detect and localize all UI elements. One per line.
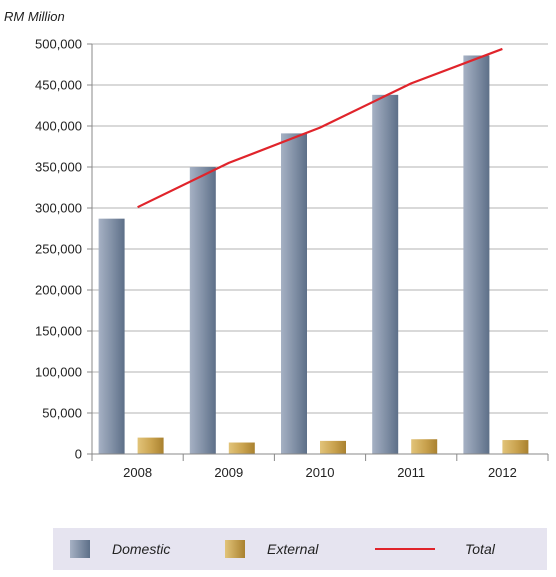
legend-swatch-domestic — [70, 540, 90, 558]
bar-domestic-2012 — [463, 55, 489, 454]
legend-swatch-external — [225, 540, 245, 558]
y-tick-labels: 0 50,000 100,000 150,000 200,000 250,000 300,0… — [35, 37, 92, 462]
bar-domestic-2011 — [372, 95, 398, 454]
legend-swatch-total — [375, 548, 435, 550]
legend: Domestic External Total — [53, 528, 547, 570]
y-tick-label-8: 400,000 — [35, 119, 82, 134]
bar-external-2010 — [320, 441, 346, 454]
y-tick-label-6: 300,000 — [35, 201, 82, 216]
unit-label: RM Million — [4, 9, 65, 24]
bar-external-2008 — [138, 438, 164, 454]
legend-item-domestic: Domestic — [70, 528, 170, 570]
x-tick-label-2008: 2008 — [123, 465, 152, 480]
y-tick-label-10: 500,000 — [35, 37, 82, 52]
y-tick-label-4: 200,000 — [35, 283, 82, 298]
bar-external-2012 — [502, 440, 528, 454]
x-tick-label-2012: 2012 — [488, 465, 517, 480]
bars — [99, 55, 529, 454]
bar-external-2009 — [229, 443, 255, 454]
legend-label-external: External — [267, 541, 318, 557]
y-tick-label-9: 450,000 — [35, 78, 82, 93]
y-tick-label-5: 250,000 — [35, 242, 82, 257]
legend-item-external: External — [225, 528, 318, 570]
legend-label-total: Total — [465, 541, 495, 557]
bar-domestic-2009 — [190, 167, 216, 454]
x-tick-labels: 2008 2009 2010 2011 2012 — [123, 465, 517, 480]
y-tick-label-7: 350,000 — [35, 160, 82, 175]
y-tick-label-3: 150,000 — [35, 324, 82, 339]
legend-label-domestic: Domestic — [112, 541, 170, 557]
legend-item-total: Total — [375, 528, 495, 570]
bar-domestic-2008 — [99, 219, 125, 454]
chart: RM Million 0 50,000 100,000 150,000 200,000 2… — [0, 0, 556, 520]
x-tick-label-2011: 2011 — [397, 465, 425, 480]
bar-external-2011 — [411, 439, 437, 454]
bar-domestic-2010 — [281, 133, 307, 454]
y-tick-label-2: 100,000 — [35, 365, 82, 380]
y-tick-label-1: 50,000 — [42, 406, 82, 421]
y-tick-label-0: 0 — [75, 447, 82, 462]
x-tick-label-2009: 2009 — [214, 465, 243, 480]
x-tick-label-2010: 2010 — [306, 465, 335, 480]
